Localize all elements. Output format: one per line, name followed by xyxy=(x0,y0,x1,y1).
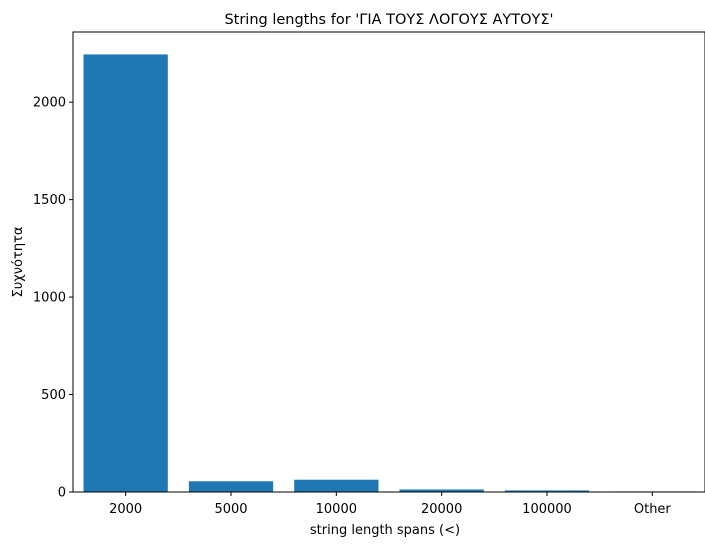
y-tick-label: 1000 xyxy=(33,291,66,306)
x-ticks-group: 2000 5000 10000 20000 100000 Other xyxy=(109,492,671,517)
bars-group xyxy=(83,54,695,493)
y-tick-label: 0 xyxy=(58,486,66,501)
plot-frame xyxy=(72,31,705,493)
bar-5000 xyxy=(188,481,274,492)
x-tick-label: 10000 xyxy=(316,502,357,517)
x-tick-label: Other xyxy=(634,502,672,517)
x-tick-label: 2000 xyxy=(109,502,142,517)
bar-2000 xyxy=(83,54,168,493)
y-tick-label: 1500 xyxy=(33,193,66,208)
bar-100000 xyxy=(504,490,590,492)
x-tick-label: 5000 xyxy=(214,502,247,517)
y-tick-label: 500 xyxy=(41,388,66,403)
bar-10000 xyxy=(294,479,379,492)
x-tick-label: 20000 xyxy=(421,502,462,517)
bar-20000 xyxy=(399,489,484,492)
y-ticks-group: 0 500 1000 1500 2000 xyxy=(33,96,73,501)
y-tick-label: 2000 xyxy=(33,96,66,111)
y-axis-label: Συχνότητα xyxy=(11,227,26,298)
x-tick-label: 100000 xyxy=(522,502,572,517)
chart-title: String lengths for 'ΓΙΑ ΤΟΥΣ ΛΟΓΟΥΣ ΑΥΤΟ… xyxy=(224,12,553,28)
x-axis-label: string length spans (<) xyxy=(310,523,460,538)
